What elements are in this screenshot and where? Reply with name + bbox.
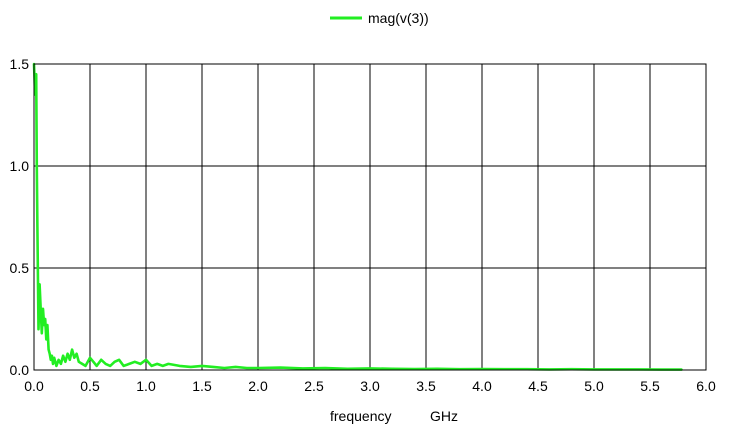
x-tick-label: 5.5 (640, 378, 660, 394)
y-tick-labels: 0.0 0.5 1.0 1.5 (10, 56, 30, 378)
x-axis-label: frequency (330, 408, 391, 424)
y-tick-label: 1.5 (10, 56, 30, 72)
x-tick-label: 1.0 (136, 378, 156, 394)
x-tick-label: 0.0 (24, 378, 44, 394)
plot-border (33, 63, 707, 371)
series-line-mag-v3 (32, 62, 683, 371)
y-tick-label: 0.0 (10, 362, 30, 378)
x-tick-label: 4.0 (472, 378, 492, 394)
x-axis-unit: GHz (430, 408, 458, 424)
legend: mag(v(3)) (330, 10, 429, 26)
x-tick-label: 2.5 (304, 378, 324, 394)
x-tick-label: 5.0 (584, 378, 604, 394)
y-tick-label: 0.5 (10, 260, 30, 276)
x-tick-label: 1.5 (192, 378, 212, 394)
x-tick-label: 3.5 (416, 378, 436, 394)
y-tick-label: 1.0 (10, 158, 30, 174)
legend-label: mag(v(3)) (368, 10, 429, 26)
x-tick-label: 0.5 (80, 378, 100, 394)
x-tick-label: 4.5 (528, 378, 548, 394)
x-tick-label: 6.0 (696, 378, 716, 394)
x-tick-label: 3.0 (360, 378, 380, 394)
x-tick-label: 2.0 (248, 378, 268, 394)
x-tick-labels: 0.0 0.5 1.0 1.5 2.0 2.5 3.0 3.5 4.0 4.5 5.0 5.5 6.0 (24, 378, 716, 394)
